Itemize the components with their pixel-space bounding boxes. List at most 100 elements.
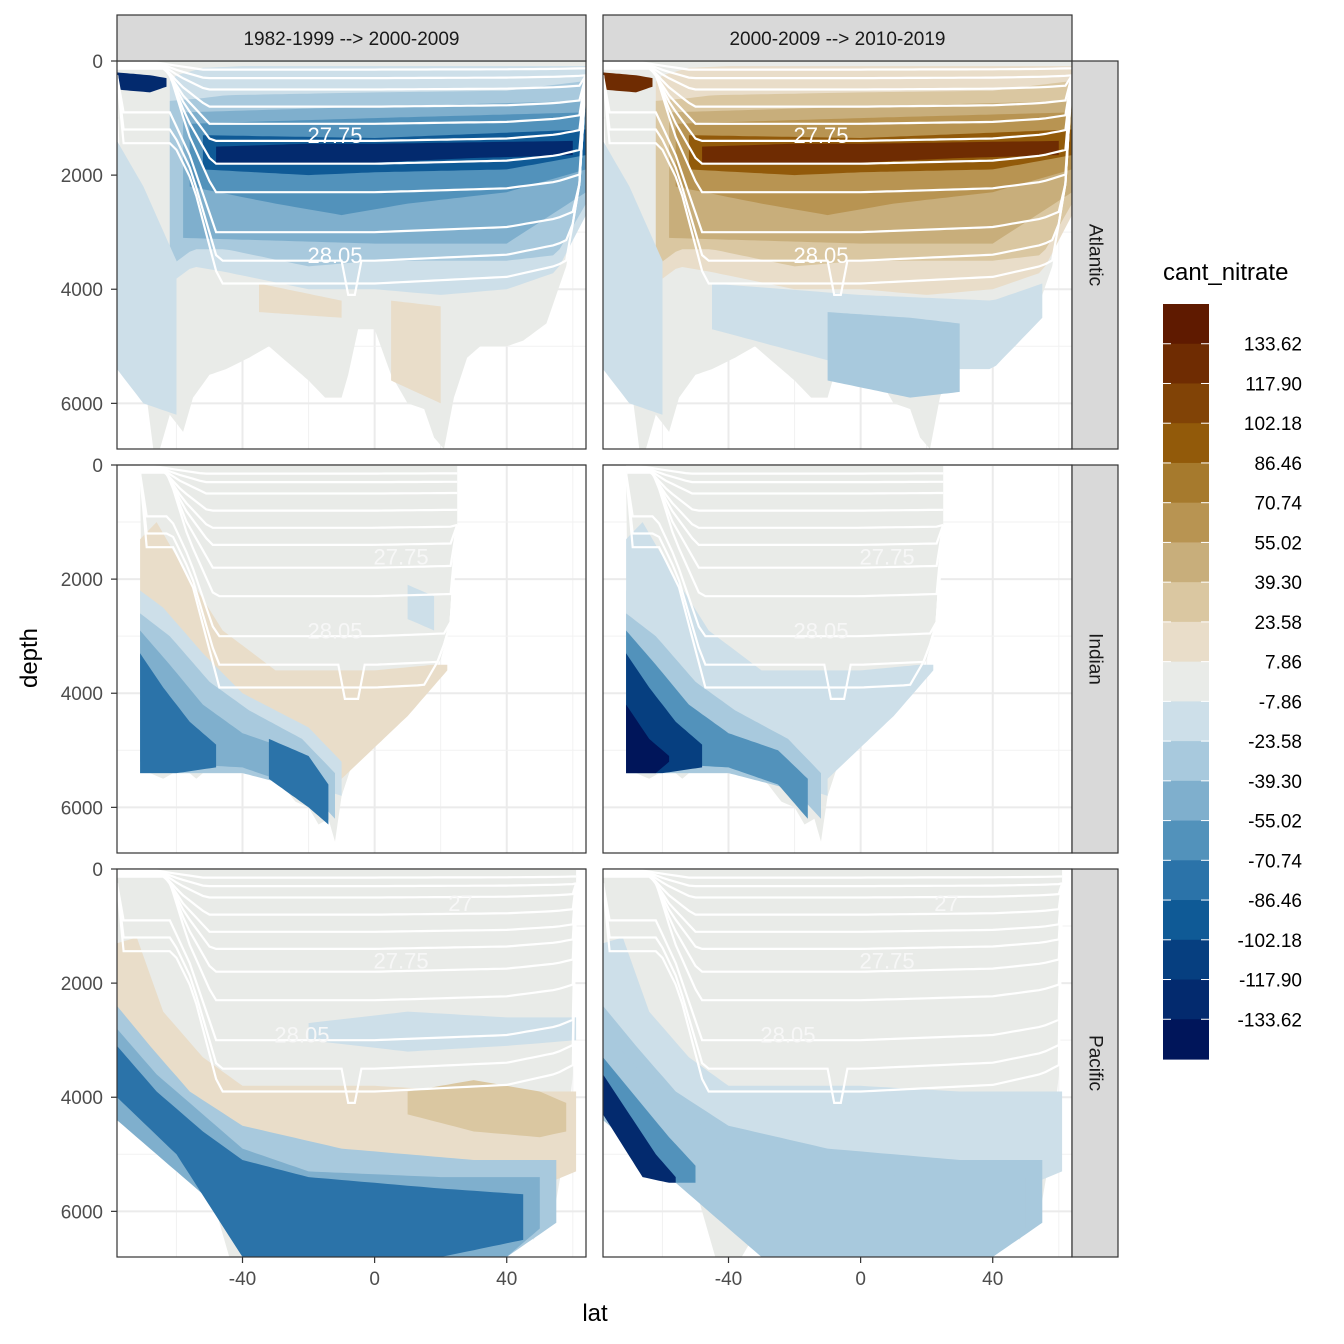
isopycnal-line (625, 473, 945, 701)
region-deep-patch (268, 738, 329, 825)
isopycnal-contours (603, 869, 1064, 1105)
isopycnal-line (140, 470, 459, 569)
column-strip (116, 14, 587, 62)
row-strip (1071, 60, 1119, 450)
panel-pacific-2: 27.75 28.05 27 (602, 868, 1073, 1258)
legend-label: 133.62 (1244, 335, 1302, 356)
isopycnal-line (139, 473, 459, 689)
column-strip-label: 2000-2009 --> 2010-2019 (729, 29, 945, 50)
isopycnal-line (603, 870, 1064, 899)
legend-label: -86.46 (1248, 891, 1302, 912)
isopycnal-line (603, 63, 1072, 108)
legend-label: -102.18 (1238, 931, 1302, 952)
legend-color-step (1163, 462, 1209, 504)
isopycnal-line (603, 64, 1072, 142)
region-abyssal (603, 140, 663, 415)
legend-color-step (1163, 582, 1209, 623)
isopycnal-line (117, 883, 578, 1105)
region-small-patch (407, 584, 435, 631)
isopycnal-label: 28.05 (307, 618, 362, 643)
isopycnal-line (603, 874, 1064, 973)
legend-color-step (1163, 939, 1209, 981)
isopycnal-line (626, 465, 944, 475)
isopycnal-line (117, 875, 578, 1002)
legend-color-step (1163, 860, 1209, 901)
legend-color-step (1163, 1019, 1209, 1060)
x-tick-label: 0 (369, 1269, 380, 1290)
isopycnal-line (117, 869, 577, 879)
isopycnal-label: 28.05 (793, 243, 848, 268)
region-abyssal-opposite (391, 300, 441, 404)
isopycnal-line (603, 872, 1064, 933)
y-tick-label: 0 (92, 52, 103, 73)
isopycnal-line (117, 871, 578, 916)
isopycnal-line (117, 64, 586, 125)
legend-color-step (1163, 423, 1209, 464)
isopycnal-line (140, 469, 459, 547)
isopycnal-label: 27 (448, 891, 472, 916)
panel-border (116, 464, 587, 854)
isopycnal-line (117, 872, 578, 951)
isopycnal-contours (625, 465, 945, 701)
legend-color-step (1163, 542, 1209, 583)
isopycnal-line (140, 465, 458, 484)
isopycnal-line (626, 469, 945, 547)
section-fill (139, 465, 459, 842)
isopycnal-contours (117, 61, 586, 296)
panel-atlantic-2: 27.75 28.05 (602, 60, 1073, 450)
isopycnal-line (626, 466, 944, 495)
region-band-2 (603, 1028, 1026, 1257)
isopycnal-line (603, 883, 1064, 1105)
y-tick-label: 4000 (61, 280, 103, 301)
legend-label: -70.74 (1248, 851, 1302, 872)
isopycnal-label: 27.75 (860, 948, 915, 973)
legend-label: 55.02 (1254, 533, 1302, 554)
region-core-max (216, 140, 573, 164)
isopycnal-label: 27.75 (374, 544, 429, 569)
isopycnal-line (626, 468, 944, 529)
legend-color-step (1163, 979, 1209, 1020)
isopycnal-line (603, 883, 1064, 1093)
isopycnal-contours (603, 61, 1072, 296)
isopycnal-line (603, 66, 1072, 165)
isopycnal-line (140, 467, 458, 512)
isopycnal-line (603, 871, 1064, 916)
legend-label: 7.86 (1265, 653, 1302, 674)
isopycnal-line (140, 468, 458, 529)
isopycnal-line (140, 471, 459, 598)
y-tick-label: 0 (92, 860, 103, 881)
isopycnal-label: 28.05 (793, 618, 848, 643)
isopycnal-line (603, 75, 1072, 285)
panel-atlantic-1: 27.75 28.05 (116, 60, 587, 450)
region-positive-patch (407, 1080, 567, 1138)
row-strip (1071, 868, 1119, 1258)
isopycnal-label: 27.75 (374, 948, 429, 973)
row-strip-label: Indian (1085, 633, 1106, 685)
region-abyssal-opposite (259, 283, 342, 318)
legend-color-step (1163, 780, 1209, 822)
y-tick-label: 4000 (61, 684, 103, 705)
row-strip-label: Pacific (1085, 1035, 1106, 1091)
section-fill (117, 61, 586, 449)
isopycnal-line (603, 875, 1064, 1002)
isopycnal-line (117, 75, 586, 285)
y-tick-label: 2000 (61, 570, 103, 591)
legend-label: 86.46 (1254, 454, 1302, 475)
isopycnal-line (117, 61, 586, 71)
isopycnal-line (117, 883, 578, 1093)
y-axis-title: depth (16, 628, 43, 688)
region-core (117, 1045, 524, 1257)
legend-label: -23.58 (1248, 732, 1302, 753)
isopycnal-line (603, 869, 1063, 879)
isopycnal-label: 27 (934, 891, 958, 916)
isopycnal-line (117, 75, 586, 296)
isopycnal-line (117, 64, 586, 142)
section-fill (603, 61, 1072, 449)
row-strip-label: Atlantic (1085, 224, 1106, 286)
isopycnal-line (603, 62, 1072, 91)
isopycnal-line (603, 67, 1072, 194)
legend-label: 117.90 (1245, 374, 1302, 395)
isopycnal-line (626, 470, 945, 569)
y-tick-label: 6000 (61, 798, 103, 819)
isopycnal-line (625, 473, 945, 689)
